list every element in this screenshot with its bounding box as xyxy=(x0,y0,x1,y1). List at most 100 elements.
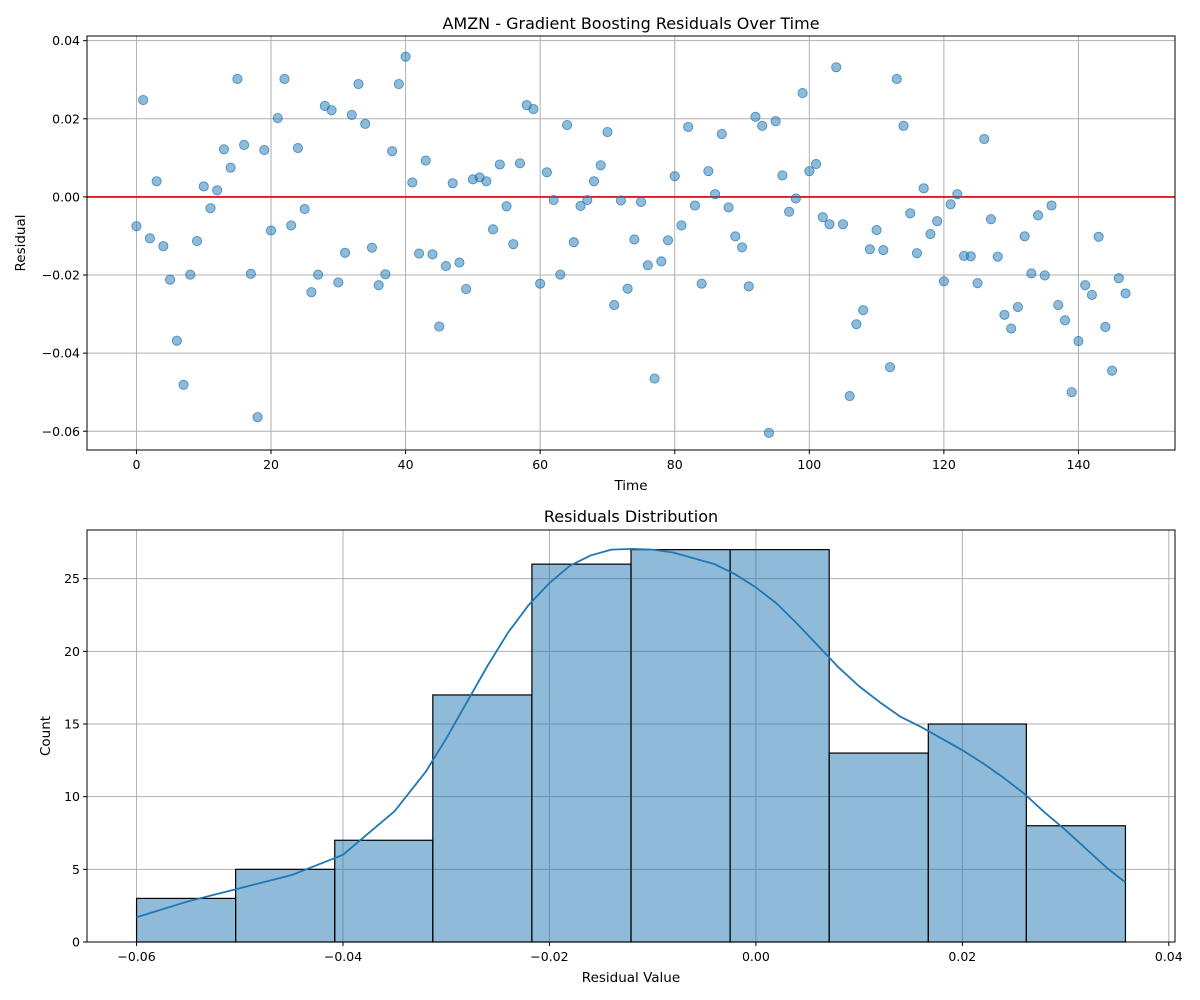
scatter-point xyxy=(1080,280,1091,291)
histogram-x-tick-label: −0.02 xyxy=(530,949,568,964)
scatter-point xyxy=(1120,288,1131,299)
scatter-point xyxy=(353,78,364,90)
scatter-point xyxy=(454,257,465,268)
scatter-point xyxy=(1066,387,1077,398)
scatter-point xyxy=(629,234,640,245)
scatter-point xyxy=(232,73,243,85)
scatter-y-ticks: −0.06 −0.04 −0.02 0.00 0.02 0.04 xyxy=(42,33,87,439)
histogram-bar xyxy=(334,839,434,943)
scatter-point xyxy=(636,196,647,208)
scatter-y-tick-label: 0.04 xyxy=(52,33,80,48)
scatter-point xyxy=(198,181,209,192)
scatter-point xyxy=(1012,302,1023,313)
kde-line xyxy=(136,547,1127,919)
histogram-bar xyxy=(828,752,929,943)
histogram-title: Residuals Distribution xyxy=(544,507,718,526)
scatter-point xyxy=(165,274,176,285)
residuals-scatter-panel: 0 20 40 60 80 100 120 140 −0.06 −0.04 −0.02 0.00 0.… xyxy=(13,14,1176,494)
scatter-point xyxy=(777,170,788,181)
histogram-bar xyxy=(927,723,1027,943)
scatter-point xyxy=(1039,270,1050,281)
scatter-point xyxy=(985,214,997,225)
scatter-point xyxy=(1113,273,1124,284)
scatter-point xyxy=(528,103,539,115)
scatter-point xyxy=(434,321,445,332)
scatter-point xyxy=(414,248,425,259)
scatter-point xyxy=(582,194,593,206)
scatter-point xyxy=(265,225,277,236)
scatter-point xyxy=(743,281,754,292)
scatter-point xyxy=(1046,200,1057,211)
scatter-point xyxy=(461,284,472,295)
scatter-point xyxy=(514,158,526,169)
scatter-x-tick-label: 0 xyxy=(132,457,140,472)
scatter-y-tick-label: −0.02 xyxy=(42,268,80,283)
scatter-point xyxy=(151,176,162,187)
scatter-point xyxy=(925,228,936,240)
histogram-y-tick-label: 0 xyxy=(72,935,80,950)
scatter-point xyxy=(1073,335,1084,347)
scatter-point xyxy=(844,391,855,402)
scatter-point xyxy=(878,244,889,256)
residuals-histogram-panel: −0.06 −0.04 −0.02 0.00 0.02 0.04 0 5 10 15 20 25 R… xyxy=(38,507,1183,986)
scatter-point xyxy=(1086,289,1097,300)
scatter-point xyxy=(366,242,378,253)
scatter-point xyxy=(407,177,418,188)
scatter-point xyxy=(999,309,1010,320)
scatter-point xyxy=(568,237,579,248)
scatter-point xyxy=(609,300,620,311)
scatter-point xyxy=(508,239,519,250)
scatter-point xyxy=(858,305,869,316)
histogram-bar xyxy=(432,694,533,943)
scatter-point xyxy=(440,260,452,272)
scatter-x-tick-label: 60 xyxy=(532,457,548,472)
histogram-y-ticks: 0 5 10 15 20 25 xyxy=(64,571,87,950)
scatter-point xyxy=(905,208,916,219)
scatter-point xyxy=(656,256,667,267)
histogram-axes-frame xyxy=(86,529,1176,943)
scatter-point xyxy=(299,203,310,215)
scatter-point xyxy=(831,62,842,73)
scatter-point xyxy=(965,251,976,262)
scatter-point xyxy=(292,143,303,154)
scatter-point xyxy=(218,144,229,155)
scatter-x-tick-label: 100 xyxy=(797,457,821,472)
scatter-point xyxy=(972,278,983,289)
histogram-y-tick-label: 25 xyxy=(64,571,80,586)
scatter-point xyxy=(447,178,458,189)
scatter-y-tick-label: 0.00 xyxy=(52,189,80,204)
scatter-point xyxy=(535,278,546,289)
scatter-point xyxy=(703,166,714,177)
scatter-point xyxy=(259,144,270,156)
scatter-point xyxy=(898,120,909,131)
scatter-point xyxy=(541,167,552,178)
scatter-point xyxy=(945,199,956,210)
scatter-point xyxy=(797,87,808,99)
scatter-point xyxy=(380,269,391,280)
scatter-point xyxy=(178,379,189,390)
scatter-point xyxy=(279,73,290,85)
scatter-point xyxy=(400,51,411,62)
scatter-x-tick-label: 80 xyxy=(667,457,683,472)
scatter-point xyxy=(790,193,801,204)
scatter-x-tick-label: 120 xyxy=(932,457,956,472)
scatter-point xyxy=(1026,268,1037,279)
scatter-point xyxy=(185,269,196,280)
histogram-bars xyxy=(135,549,1127,943)
scatter-point xyxy=(306,287,317,298)
scatter-point xyxy=(548,194,559,206)
scatter-point xyxy=(171,335,182,346)
scatter-point xyxy=(763,427,774,438)
histogram-x-tick-label: 0.00 xyxy=(742,949,770,964)
scatter-point xyxy=(622,283,633,294)
scatter-point xyxy=(333,277,344,288)
scatter-point xyxy=(864,244,875,255)
scatter-point xyxy=(252,412,263,423)
scatter-point xyxy=(212,185,223,196)
scatter-point xyxy=(979,134,990,145)
scatter-point xyxy=(689,200,700,211)
scatter-point xyxy=(393,78,404,90)
scatter-point xyxy=(225,162,236,173)
scatter-point xyxy=(313,269,324,280)
